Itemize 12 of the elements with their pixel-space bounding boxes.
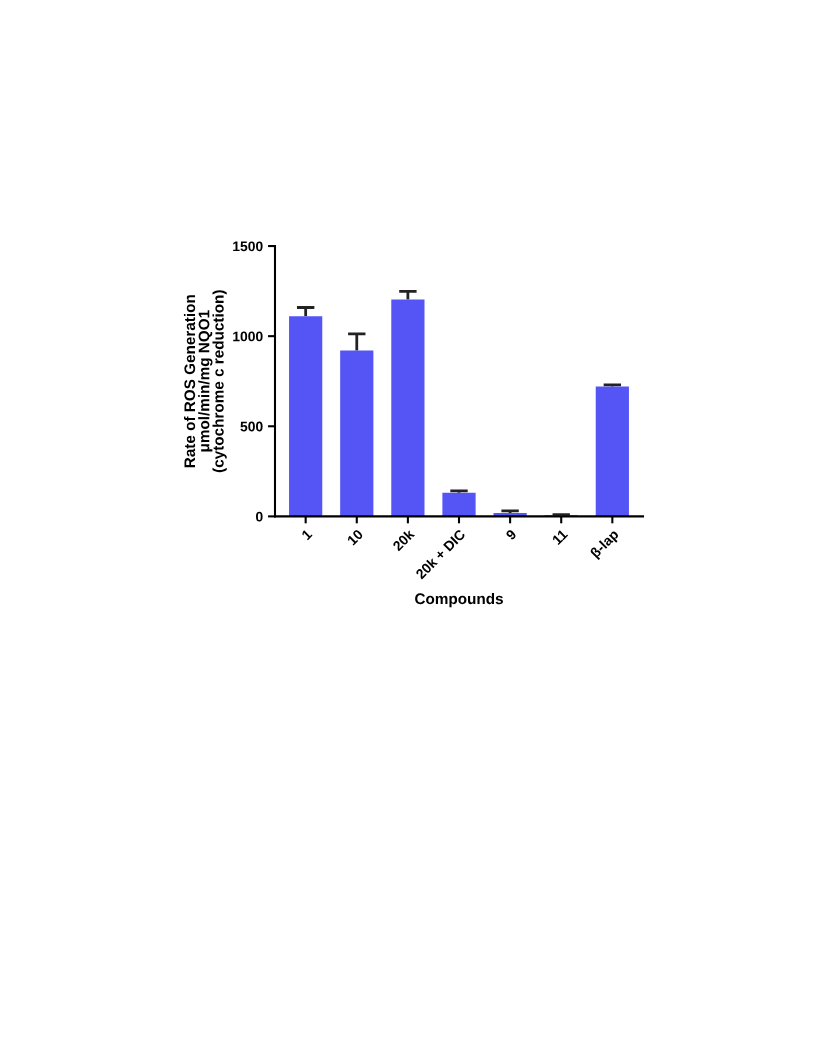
x-tick-label: 11 [551, 528, 569, 546]
y-tick-label: 1000 [233, 331, 263, 342]
y-tick-label: 500 [240, 421, 263, 432]
y-axis-title: Rate of ROS Generation μmol/min/mg NQO1 (cytochrome c reduction) [183, 290, 227, 473]
y-tick-label: 1500 [233, 241, 263, 252]
x-tick-label: 10 [346, 528, 364, 546]
x-tick-label: 9 [505, 528, 517, 541]
y-tick-label: 0 [256, 511, 263, 522]
x-axis-title: Compounds [415, 592, 503, 608]
x-tick-label: 1 [301, 528, 313, 541]
x-tick-label: 20k [391, 528, 416, 552]
x-tick-label: 20k + DIC [414, 528, 466, 580]
